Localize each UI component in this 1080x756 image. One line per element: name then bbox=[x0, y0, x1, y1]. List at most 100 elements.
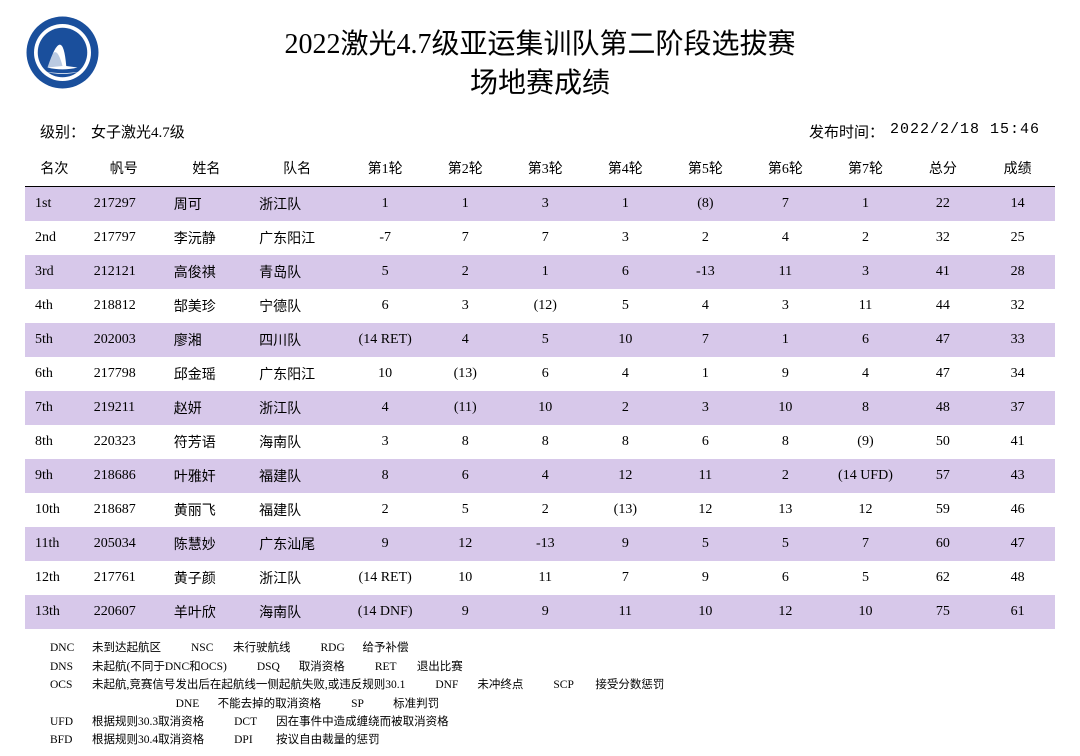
cell-rank: 3rd bbox=[25, 255, 84, 289]
cell-name: 符芳语 bbox=[164, 425, 249, 459]
cell-rank: 9th bbox=[25, 459, 84, 493]
legend-item: SP标准判罚 bbox=[351, 695, 439, 713]
legend-code: DNF bbox=[435, 676, 477, 694]
cell-r6: 7 bbox=[745, 187, 825, 222]
cell-score: 34 bbox=[980, 357, 1055, 391]
legend-item: DCT因在事件中造成缠绕而被取消资格 bbox=[234, 713, 449, 731]
cell-name: 黄丽飞 bbox=[164, 493, 249, 527]
cell-r1: (14 DNF) bbox=[345, 595, 425, 629]
cell-r1: 6 bbox=[345, 289, 425, 323]
cell-total: 50 bbox=[905, 425, 980, 459]
cell-r1: (14 RET) bbox=[345, 561, 425, 595]
cell-total: 62 bbox=[905, 561, 980, 595]
cell-rank: 13th bbox=[25, 595, 84, 629]
class-info: 级别： 女子激光4.7级 bbox=[40, 121, 185, 142]
legend-desc: 接受分数惩罚 bbox=[595, 676, 664, 694]
table-row: 12th217761黄子颜浙江队(14 RET)101179656248 bbox=[25, 561, 1055, 595]
cell-sail: 219211 bbox=[84, 391, 164, 425]
table-row: 10th218687黄丽飞福建队252(13)1213125946 bbox=[25, 493, 1055, 527]
cell-rank: 8th bbox=[25, 425, 84, 459]
legend-row: BFD根据规则30.4取消资格DPI按议自由裁量的惩罚XXXplaceholde… bbox=[50, 731, 1030, 749]
col-name: 姓名 bbox=[164, 150, 249, 187]
cell-r4: 6 bbox=[585, 255, 665, 289]
cell-r5: 4 bbox=[665, 289, 745, 323]
title-line-2: 场地赛成绩 bbox=[0, 64, 1080, 103]
cell-r7: 3 bbox=[825, 255, 905, 289]
cell-team: 青岛队 bbox=[249, 255, 345, 289]
cell-r6: 3 bbox=[745, 289, 825, 323]
cell-total: 47 bbox=[905, 323, 980, 357]
cell-name: 郜美珍 bbox=[164, 289, 249, 323]
legend-desc: 根据规则30.4取消资格 bbox=[92, 731, 204, 749]
cell-sail: 220323 bbox=[84, 425, 164, 459]
legend-row: OCS未起航,竞赛信号发出后在起航线一侧起航失败,或违反规则30.1DNF未冲终… bbox=[50, 676, 1030, 694]
cell-r7: (14 UFD) bbox=[825, 459, 905, 493]
cell-r3: (12) bbox=[505, 289, 585, 323]
col-r4: 第4轮 bbox=[585, 150, 665, 187]
cell-r7: 10 bbox=[825, 595, 905, 629]
legend-code: SP bbox=[351, 695, 393, 713]
cell-r5: 7 bbox=[665, 323, 745, 357]
title-line-1: 2022激光4.7级亚运集训队第二阶段选拔赛 bbox=[0, 25, 1080, 64]
col-sail: 帆号 bbox=[84, 150, 164, 187]
col-total: 总分 bbox=[905, 150, 980, 187]
cell-r5: 12 bbox=[665, 493, 745, 527]
cell-rank: 12th bbox=[25, 561, 84, 595]
col-r5: 第5轮 bbox=[665, 150, 745, 187]
cell-r5: 1 bbox=[665, 357, 745, 391]
cell-name: 羊叶欣 bbox=[164, 595, 249, 629]
cell-r1: 10 bbox=[345, 357, 425, 391]
cell-r4: 3 bbox=[585, 221, 665, 255]
legend-item: NSC未行驶航线 bbox=[191, 639, 291, 657]
cell-r4: 1 bbox=[585, 187, 665, 222]
legend-row: UFD根据规则30.3取消资格DCT因在事件中造成缠绕而被取消资格XXXplac… bbox=[50, 713, 1030, 731]
cell-team: 浙江队 bbox=[249, 391, 345, 425]
legend-code: DSQ bbox=[257, 658, 299, 676]
cell-r6: 12 bbox=[745, 595, 825, 629]
cell-r7: 5 bbox=[825, 561, 905, 595]
cell-score: 33 bbox=[980, 323, 1055, 357]
col-r6: 第6轮 bbox=[745, 150, 825, 187]
legend-row: DNC未到达起航区NSC未行驶航线RDG给予补偿 bbox=[50, 639, 1030, 657]
cell-r2: 7 bbox=[425, 221, 505, 255]
col-team: 队名 bbox=[249, 150, 345, 187]
legend-item: DNF未冲终点 bbox=[435, 676, 523, 694]
publish-label: 发布时间： bbox=[809, 121, 884, 142]
cell-team: 广东阳江 bbox=[249, 357, 345, 391]
cell-rank: 10th bbox=[25, 493, 84, 527]
cell-sail: 217297 bbox=[84, 187, 164, 222]
cell-r7: 11 bbox=[825, 289, 905, 323]
table-row: 5th202003廖湘四川队(14 RET)45107164733 bbox=[25, 323, 1055, 357]
cell-name: 叶雅奸 bbox=[164, 459, 249, 493]
cell-sail: 218687 bbox=[84, 493, 164, 527]
cell-r1: (14 RET) bbox=[345, 323, 425, 357]
cell-r7: 8 bbox=[825, 391, 905, 425]
cell-rank: 1st bbox=[25, 187, 84, 222]
cell-team: 宁德队 bbox=[249, 289, 345, 323]
cell-r3: 1 bbox=[505, 255, 585, 289]
cell-rank: 7th bbox=[25, 391, 84, 425]
cell-rank: 6th bbox=[25, 357, 84, 391]
page-title-block: 2022激光4.7级亚运集训队第二阶段选拔赛 场地赛成绩 bbox=[0, 0, 1080, 103]
legend-item: DPI按议自由裁量的惩罚 bbox=[234, 731, 380, 749]
legend-item: BFD根据规则30.4取消资格 bbox=[50, 731, 204, 749]
cell-total: 57 bbox=[905, 459, 980, 493]
cell-r6: 5 bbox=[745, 527, 825, 561]
legend-code: DNS bbox=[50, 658, 92, 676]
cell-r2: 6 bbox=[425, 459, 505, 493]
cell-r3: 8 bbox=[505, 425, 585, 459]
cell-r3: 11 bbox=[505, 561, 585, 595]
cell-score: 43 bbox=[980, 459, 1055, 493]
legend-code: DPI bbox=[234, 731, 276, 749]
legend-desc: 未行驶航线 bbox=[233, 639, 291, 657]
cell-r7: (9) bbox=[825, 425, 905, 459]
cell-rank: 2nd bbox=[25, 221, 84, 255]
legend-code: RET bbox=[375, 658, 417, 676]
col-score: 成绩 bbox=[980, 150, 1055, 187]
cell-r6: 9 bbox=[745, 357, 825, 391]
publish-timestamp: 2022/2/18 15:46 bbox=[890, 121, 1040, 142]
cell-r4: 12 bbox=[585, 459, 665, 493]
cell-rank: 11th bbox=[25, 527, 84, 561]
legend-code: NSC bbox=[191, 639, 233, 657]
cell-team: 浙江队 bbox=[249, 561, 345, 595]
